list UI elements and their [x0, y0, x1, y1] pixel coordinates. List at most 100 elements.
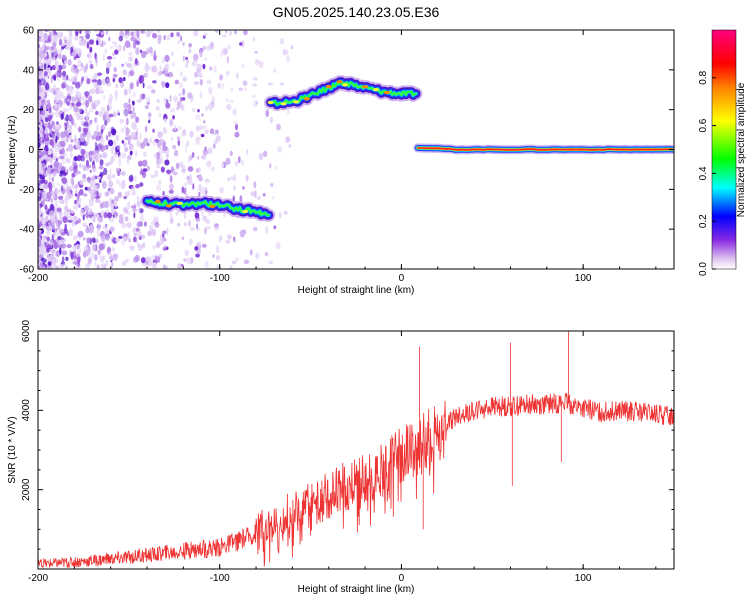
heatmap-speckle-cell — [204, 57, 208, 61]
heatmap-speckle-cell — [115, 83, 119, 89]
heatmap-speckle-cell — [197, 125, 204, 131]
heatmap-speckle-cell — [176, 106, 179, 111]
heatmap-speckle-cell — [89, 119, 93, 124]
heatmap-speckle-cell — [87, 177, 92, 184]
heatmap-speckle-cell — [46, 55, 49, 60]
heatmap-speckle-cell — [42, 150, 46, 157]
heatmap-speckle-cell — [56, 238, 59, 244]
heatmap-speckle-cell — [156, 184, 162, 192]
snr-x-tick-label: -200 — [28, 573, 48, 584]
heatmap-speckle-cell — [61, 256, 65, 263]
heatmap-speckle-cell — [140, 142, 145, 149]
heatmap-speckle-cell — [88, 201, 94, 207]
heatmap-speckle-cell — [169, 107, 176, 113]
heatmap-speckle-cell — [170, 137, 174, 141]
heatmap-speckle-cell — [65, 256, 69, 261]
heatmap-speckle-cell — [202, 63, 206, 70]
heatmap-speckle-cell — [99, 153, 102, 159]
heatmap-speckle-cell — [143, 137, 149, 146]
heatmap-speckle-cell — [130, 131, 136, 140]
heatmap-speckle-cell — [198, 73, 203, 78]
spectrogram-y-tick-label: -20 — [20, 185, 35, 196]
heatmap-speckle-cell — [275, 241, 281, 250]
heatmap-speckle-cell — [124, 191, 129, 197]
heatmap-speckle-cell — [43, 90, 46, 96]
heatmap-speckle-cell — [100, 210, 105, 218]
heatmap-speckle-cell — [152, 262, 157, 269]
heatmap-speckle-cell — [158, 147, 164, 155]
heatmap-speckle-cell — [47, 256, 53, 262]
heatmap-speckle-cell — [76, 112, 80, 121]
heatmap-speckle-cell — [104, 119, 108, 126]
heatmap-speckle-cell — [290, 45, 293, 50]
heatmap-speckle-cell — [121, 140, 125, 144]
heatmap-speckle-cell — [269, 116, 274, 124]
heatmap-track-hotspot — [383, 90, 390, 95]
heatmap-speckle-cell — [114, 196, 119, 202]
heatmap-speckle-cell — [133, 32, 137, 38]
heatmap-speckle-cell — [44, 99, 48, 107]
heatmap-speckle-cell — [276, 123, 281, 131]
heatmap-speckle-cell — [215, 255, 221, 261]
heatmap-speckle-cell — [142, 171, 147, 179]
heatmap-speckle-cell — [111, 174, 116, 179]
heatmap-speckle-cell — [79, 68, 83, 72]
heatmap-speckle-cell — [113, 152, 117, 157]
heatmap-speckle-cell — [41, 258, 47, 263]
heatmap-speckle-cell — [254, 190, 257, 198]
heatmap-speckle-cell — [89, 154, 93, 158]
heatmap-speckle-cell — [81, 102, 85, 106]
heatmap-speckle-cell — [58, 132, 61, 139]
heatmap-speckle-cell — [64, 223, 67, 231]
heatmap-speckle-cell — [85, 227, 90, 234]
heatmap-speckle-cell — [244, 87, 247, 92]
heatmap-speckle-cell — [119, 216, 124, 222]
heatmap-speckle-cell — [42, 162, 45, 169]
heatmap-speckle-cell — [225, 98, 230, 103]
heatmap-speckle-cell — [39, 46, 45, 53]
heatmap-speckle-cell — [88, 39, 94, 45]
heatmap-speckle-cell — [202, 125, 207, 130]
heatmap-speckle-cell — [225, 103, 232, 111]
heatmap-speckle-cell — [239, 195, 243, 203]
heatmap-speckle-cell — [148, 46, 153, 54]
heatmap-speckle-cell — [45, 215, 49, 223]
heatmap-speckle-cell — [88, 150, 94, 156]
heatmap-speckle-cell — [152, 244, 157, 250]
heatmap-speckle-cell — [152, 140, 157, 146]
heatmap-speckle-cell — [103, 167, 108, 176]
heatmap-speckle-cell — [232, 108, 237, 116]
heatmap-speckle-cell — [67, 144, 74, 152]
heatmap-speckle-cell — [74, 122, 77, 128]
heatmap-speckle-cell — [169, 217, 174, 224]
heatmap-speckle-cell — [102, 200, 106, 208]
heatmap-speckle-cell — [241, 40, 245, 48]
heatmap-speckle-cell — [52, 36, 57, 44]
heatmap-speckle-cell — [182, 76, 188, 82]
heatmap-speckle-cell — [112, 78, 116, 83]
heatmap-speckle-cell — [188, 43, 192, 48]
heatmap-speckle-cell — [91, 135, 96, 140]
heatmap-speckle-cell — [204, 32, 208, 37]
heatmap-speckle-cell — [239, 42, 243, 46]
heatmap-speckle-cell — [75, 31, 79, 37]
heatmap-speckle-cell — [158, 138, 165, 145]
heatmap-speckle-cell — [92, 100, 97, 104]
heatmap-speckle-cell — [150, 89, 156, 94]
heatmap-speckle-cell — [83, 193, 88, 197]
heatmap-speckle-cell — [52, 170, 57, 177]
heatmap-speckle-cell — [65, 265, 68, 269]
heatmap-speckle-cell — [76, 194, 80, 202]
heatmap-speckle-cell — [126, 222, 132, 228]
heatmap-speckle-cell — [196, 156, 200, 160]
heatmap-speckle-cell — [87, 41, 89, 49]
heatmap-speckle-cell — [216, 264, 220, 269]
heatmap-speckle-cell — [253, 226, 258, 232]
heatmap-speckle-cell — [128, 143, 134, 150]
heatmap-speckle-cell — [41, 38, 46, 42]
heatmap-speckle-cell — [152, 128, 155, 133]
heatmap-speckle-cell — [239, 229, 245, 238]
heatmap-speckle-cell — [72, 235, 78, 241]
heatmap-speckle-cell — [84, 75, 88, 80]
heatmap-speckle-cell — [160, 166, 165, 173]
